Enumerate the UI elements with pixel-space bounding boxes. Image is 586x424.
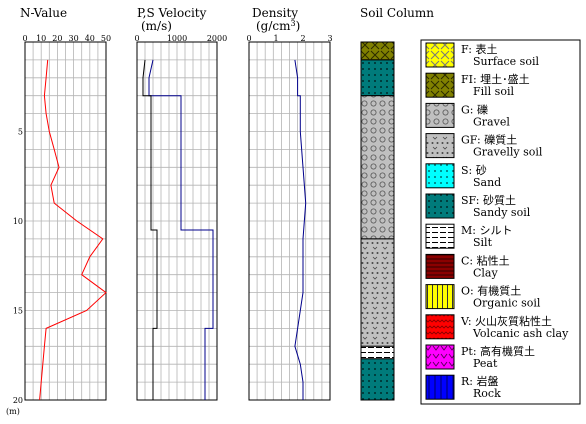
- depth-axis: 5 10 15 20 (m): [6, 128, 23, 417]
- legend-label: SF: 砂質土: [461, 193, 516, 207]
- depth-unit: (m): [6, 407, 20, 416]
- x-tick-label: 0: [134, 34, 139, 43]
- legend-sublabel: Volcanic ash clay: [472, 327, 569, 340]
- legend-sublabel: Organic soil: [473, 297, 541, 310]
- legend-label: S: 砂: [461, 164, 487, 177]
- x-tick-label: 3: [327, 34, 332, 43]
- legend-sublabel: Clay: [473, 266, 498, 279]
- legend-swatch: [425, 314, 455, 340]
- panel-title: Density: [252, 6, 298, 20]
- panel-frame: [136, 41, 218, 401]
- panel-frame: [248, 41, 331, 401]
- legend-label: GF: 礫質土: [461, 133, 517, 147]
- soil-layer-gf: [360, 238, 395, 347]
- series-line-nvalue: [39, 59, 107, 401]
- legend-swatch: [425, 253, 455, 279]
- series-line-velocity-P: [148, 59, 214, 400]
- panel-nvalue: N-Value 0 10 20 30 40 50: [20, 6, 111, 401]
- panel-velocity: P,S Velocity(m/s)0 1000 2000: [134, 6, 227, 401]
- x-tick-label: 1: [273, 34, 278, 43]
- legend-swatch: [425, 42, 455, 68]
- legend-swatch: [425, 193, 455, 219]
- soil-layer-sf: [360, 358, 395, 401]
- panel-density: Density(g/cm3) 0 1 2 3: [246, 6, 333, 401]
- legend-label: O: 有機質土: [461, 284, 521, 298]
- panel-unit: (g/cm3): [256, 19, 300, 33]
- legend-sublabel: Surface soil: [473, 55, 539, 68]
- legend-sublabel: Rock: [473, 387, 501, 400]
- legend-sublabel: Sand: [473, 176, 501, 189]
- x-tick-label: 0: [246, 34, 251, 43]
- x-tick-label: 10: [36, 34, 46, 43]
- x-tick-label: 30: [69, 34, 79, 43]
- legend-swatch: [425, 374, 455, 400]
- x-tick-label: 50: [101, 34, 111, 43]
- soil-layer-g: [360, 95, 395, 240]
- soil-layer-sf: [360, 59, 395, 97]
- legend-swatch: [425, 163, 455, 189]
- legend-swatch: [425, 344, 455, 370]
- legend-swatch: [425, 72, 455, 98]
- legend-label: G: 礫: [461, 102, 488, 116]
- panel-title: P,S Velocity: [137, 6, 207, 20]
- series-line-density: [294, 59, 307, 400]
- depth-tick-label: 5: [18, 128, 23, 137]
- panel-title: N-Value: [20, 6, 67, 20]
- legend-swatch: [425, 284, 455, 310]
- x-tick-label: 0: [22, 34, 27, 43]
- legend-label: Pt: 高有機質土: [461, 344, 535, 358]
- soil-column-title: Soil Column: [360, 6, 434, 20]
- legend-label: M: シルト: [461, 224, 512, 237]
- legend-box: [420, 39, 581, 405]
- x-tick-label: 20: [52, 34, 62, 43]
- soil-layer-fi: [360, 41, 395, 61]
- legend-swatch: [425, 133, 455, 159]
- legend-sublabel: Silt: [473, 236, 493, 249]
- legend-label: V: 火山灰質粘性土: [460, 314, 552, 328]
- panel-frame: [24, 41, 107, 401]
- series-line-velocity-S: [142, 59, 158, 400]
- legend-swatch: [425, 223, 455, 249]
- legend-label: C: 粘性土: [461, 253, 510, 267]
- depth-tick-label: 20: [13, 396, 23, 405]
- legend-label: FI: 埋土･盛土: [461, 72, 530, 86]
- legend-label: F: 表土: [461, 42, 497, 56]
- x-tick-label: 2000: [207, 34, 227, 43]
- legend-sublabel: Gravelly soil: [473, 146, 543, 159]
- legend-sublabel: Peat: [473, 357, 498, 370]
- legend-label: R: 岩盤: [461, 374, 499, 388]
- depth-tick-label: 10: [13, 217, 23, 226]
- soil-layer-m: [360, 345, 395, 360]
- legend-sublabel: Fill soil: [473, 85, 514, 98]
- legend-sublabel: Gravel: [473, 115, 510, 128]
- legend-sublabel: Sandy soil: [473, 206, 531, 219]
- legend-swatch: [425, 102, 455, 128]
- depth-tick-label: 15: [13, 307, 23, 316]
- x-tick-label: 2: [300, 34, 305, 43]
- x-tick-label: 1000: [167, 34, 187, 43]
- panel-unit: (m/s): [141, 19, 172, 33]
- x-tick-label: 40: [85, 34, 95, 43]
